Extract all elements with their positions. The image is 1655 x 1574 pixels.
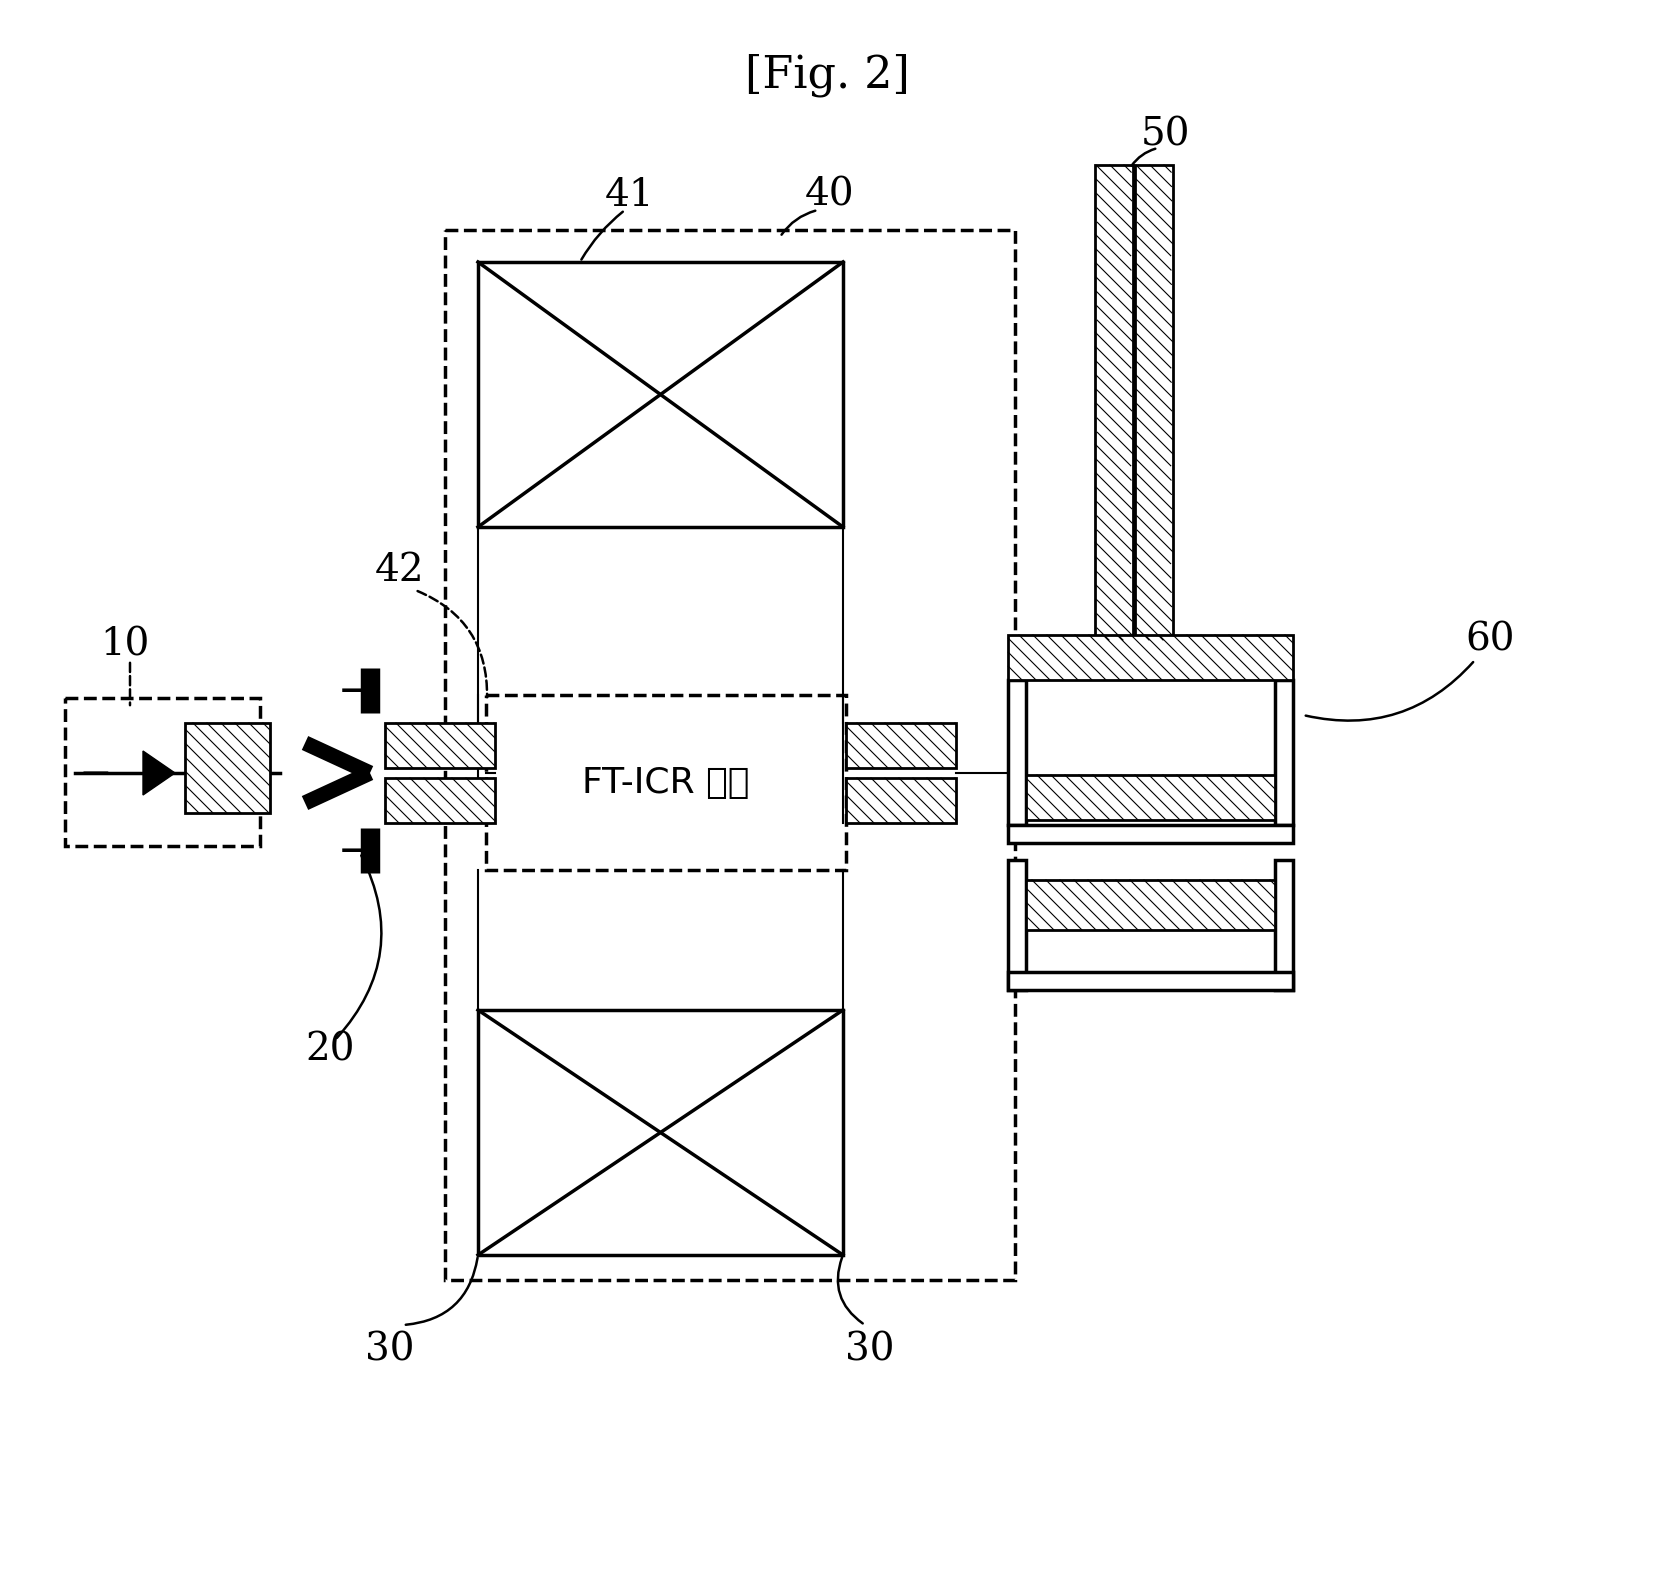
Text: 60: 60 [1465,622,1514,658]
Bar [386,722,495,768]
Text: 20: 20 [305,1031,354,1069]
Bar [487,696,846,870]
Bar [478,1011,842,1254]
Text: 40: 40 [806,176,856,214]
Bar [1096,165,1134,641]
Text: —: — [81,759,109,787]
Text: −: − [339,836,364,866]
Text: 42: 42 [376,551,425,589]
Bar [185,722,270,814]
Text: 30: 30 [846,1332,895,1368]
Bar [65,697,260,845]
Text: FT-ICR 트랙: FT-ICR 트랙 [583,765,750,800]
Bar [478,261,842,527]
Bar [1008,825,1293,844]
Bar [1008,973,1293,990]
Text: 30: 30 [366,1332,415,1368]
Bar [846,722,957,768]
Bar [846,778,957,823]
Bar [1274,680,1293,825]
Bar [386,778,495,823]
Bar [1026,880,1274,930]
Bar [1274,859,1293,990]
Text: 50: 50 [1140,116,1190,154]
Text: 10: 10 [101,626,149,664]
Bar [445,230,1015,1280]
Bar [1026,774,1274,820]
Text: −: − [339,677,364,705]
Text: 41: 41 [606,176,655,214]
Bar [1135,165,1173,641]
Text: [Fig. 2]: [Fig. 2] [745,54,910,96]
Polygon shape [142,751,175,795]
Bar [1008,859,1026,990]
Bar [1008,634,1293,680]
Bar [1008,680,1026,825]
